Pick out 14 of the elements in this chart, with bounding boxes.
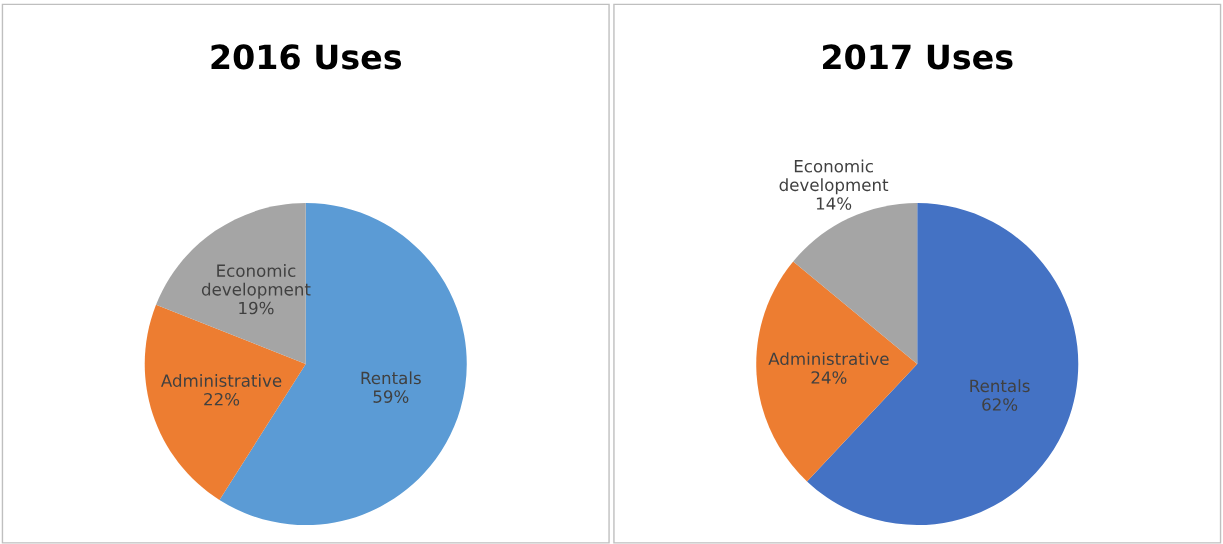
- slice-label: Economic development: [779, 159, 889, 195]
- slice-label: Rentals: [361, 371, 421, 385]
- slice-label: Administrative: [161, 374, 282, 387]
- data-label: 24%: [811, 371, 847, 384]
- slice-label: Administrative: [768, 352, 889, 366]
- data-label: 62%: [982, 398, 1018, 411]
- pie-slice: [756, 261, 918, 482]
- data-label: 19%: [239, 301, 274, 315]
- slice-label: Rentals: [970, 379, 1030, 393]
- chart-title: 2016 Uses: [211, 44, 402, 70]
- data-label: 22%: [204, 392, 240, 406]
- data-label: 59%: [373, 390, 409, 403]
- chart-title: 2017 Uses: [823, 44, 1013, 70]
- data-label: 14%: [816, 197, 852, 210]
